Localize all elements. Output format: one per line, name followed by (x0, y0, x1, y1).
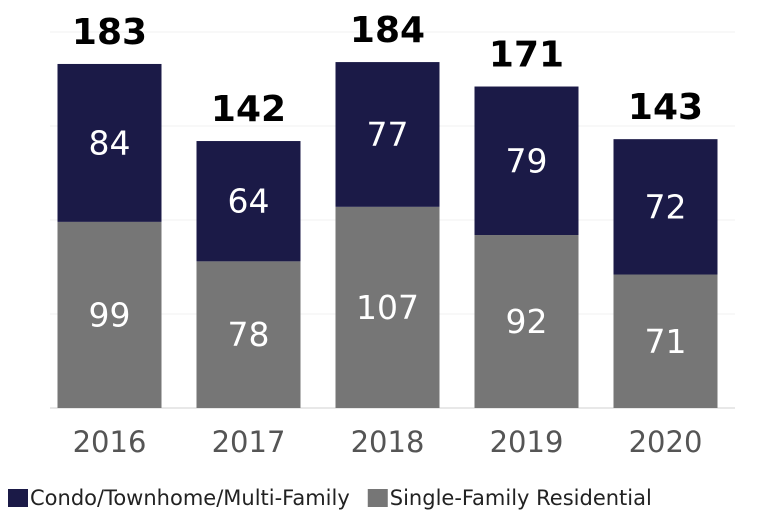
total-label: 183 (72, 12, 147, 53)
data-label: 78 (228, 315, 270, 354)
bar-segment (474, 235, 579, 408)
total-label: 171 (489, 35, 564, 76)
x-tick-label: 2018 (351, 425, 425, 459)
bar-segment (335, 62, 440, 207)
bar-segment (335, 206, 440, 408)
data-label: 107 (356, 288, 419, 327)
bar-segment (474, 86, 579, 236)
total-label: 142 (211, 89, 286, 130)
bar-segment (196, 141, 301, 262)
legend-label: Single-Family Residential (390, 486, 652, 510)
legend-label: Condo/Townhome/Multi-Family (30, 486, 350, 510)
bar-segment (613, 139, 718, 275)
total-label: 143 (628, 87, 703, 128)
bar-segment (57, 221, 162, 408)
data-label: 71 (645, 322, 687, 361)
x-tick-label: 2017 (212, 425, 286, 459)
x-tick-label: 2020 (629, 425, 703, 459)
data-label: 99 (89, 295, 131, 334)
x-tick-label: 2019 (490, 425, 564, 459)
x-tick-label: 2016 (73, 425, 147, 459)
total-label: 184 (350, 10, 425, 51)
bar-segment (196, 261, 301, 408)
data-label: 72 (645, 187, 687, 226)
data-label: 77 (367, 115, 409, 154)
bar-segment (613, 274, 718, 408)
data-label: 84 (89, 123, 131, 162)
data-label: 64 (228, 182, 270, 221)
data-label: 79 (506, 141, 548, 180)
data-label: 92 (506, 302, 548, 341)
legend-swatch (367, 489, 388, 507)
bar-segment (57, 63, 162, 222)
legend-swatch (8, 489, 28, 507)
